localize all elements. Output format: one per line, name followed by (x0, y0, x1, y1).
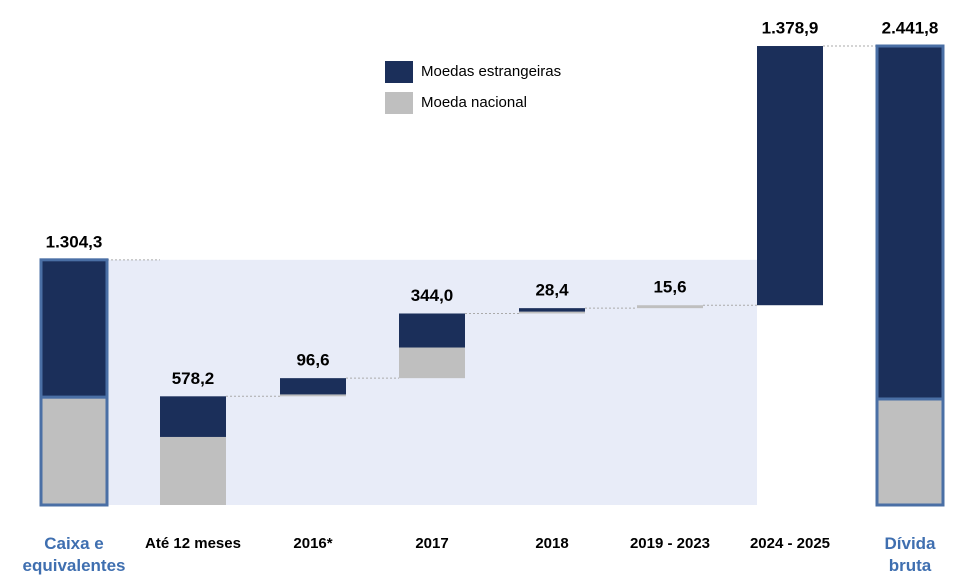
shaded-region (41, 259, 757, 505)
total-label: 1.304,3 (46, 232, 103, 251)
bar-segment (160, 436, 226, 505)
total-label: 96,6 (296, 351, 329, 370)
x-tick-label: 2019 - 2023 (629, 535, 711, 552)
legend-swatch (385, 92, 413, 114)
x-tick-label: 2017 (415, 535, 449, 552)
bar-segment (875, 44, 945, 401)
bar-segment (39, 258, 109, 399)
total-label: 15,6 (653, 278, 686, 297)
x-tick-label: 2018 (535, 535, 569, 552)
x-tick-label: 2016* (293, 535, 333, 552)
total-label: 28,4 (535, 281, 569, 300)
total-label: 1.378,9 (762, 19, 819, 38)
bar-segment (399, 347, 465, 379)
bar-segment (280, 394, 346, 397)
bar-segment (39, 395, 109, 507)
x-tick-label: Até 12 meses (145, 535, 241, 552)
total-label: 578,2 (172, 369, 215, 388)
bar-segment (519, 311, 585, 314)
bar-segment (280, 378, 346, 395)
legend-swatch (385, 61, 413, 83)
x-tick-label: Dívida bruta (884, 534, 936, 575)
bar-segment (160, 396, 226, 437)
bar-segment (519, 308, 585, 312)
total-label: 344,0 (411, 286, 454, 305)
total-label: 2.441,8 (882, 18, 939, 37)
legend-label: Moedas estrangeiras (421, 63, 561, 80)
x-tick-label: Caixa e equivalentes (22, 534, 126, 575)
legend-label: Moeda nacional (421, 94, 527, 111)
bar-segment (637, 305, 703, 309)
bar-segment (757, 46, 823, 306)
bar-segment (875, 397, 945, 507)
bar-segment (399, 313, 465, 348)
x-tick-label: 2024 - 2025 (749, 535, 831, 552)
